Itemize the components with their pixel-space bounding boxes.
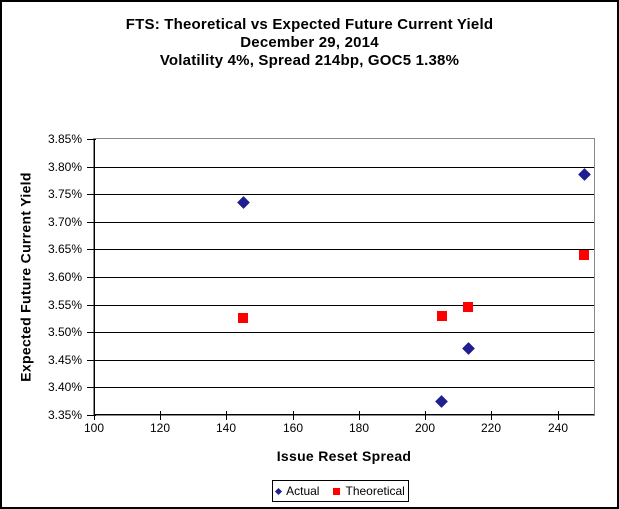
- gridline: [94, 359, 594, 361]
- x-tick-mark: [94, 411, 95, 420]
- x-tick-label: 220: [480, 421, 502, 435]
- x-tick-mark: [359, 411, 360, 420]
- y-tick-label: 3.45%: [47, 353, 82, 367]
- x-tick-label: 180: [348, 421, 370, 435]
- y-tick-mark: [87, 360, 96, 361]
- y-tick-mark: [87, 277, 96, 278]
- x-tick-label: 200: [414, 421, 436, 435]
- x-tick-mark: [491, 411, 492, 420]
- y-tick-mark: [87, 222, 96, 223]
- gridline: [94, 194, 594, 196]
- chart-title-line-3: Volatility 4%, Spread 214bp, GOC5 1.38%: [159, 52, 460, 69]
- x-axis-line: [94, 414, 594, 415]
- x-axis-title: Issue Reset Spread: [276, 448, 412, 464]
- y-tick-label: 3.65%: [47, 242, 82, 256]
- y-tick-mark: [87, 194, 96, 195]
- x-tick-label: 240: [547, 421, 569, 435]
- y-tick-label: 3.60%: [47, 270, 82, 284]
- chart-title-block: FTS: Theoretical vs Expected Future Curr…: [2, 16, 617, 70]
- y-tick-mark: [87, 249, 96, 250]
- y-tick-mark: [87, 167, 96, 168]
- x-tick-label: 100: [83, 421, 105, 435]
- y-tick-mark: [87, 305, 96, 306]
- y-tick-mark: [87, 332, 96, 333]
- x-tick-mark: [293, 411, 294, 420]
- chart-title-line-2: December 29, 2014: [240, 34, 379, 51]
- y-tick-label: 3.40%: [47, 380, 82, 394]
- x-tick-label: 140: [215, 421, 237, 435]
- x-tick-mark: [226, 411, 227, 420]
- gridline: [94, 332, 594, 334]
- y-tick-label: 3.55%: [47, 298, 82, 312]
- y-tick-mark: [87, 387, 96, 388]
- y-tick-label: 3.70%: [47, 215, 82, 229]
- gridline: [94, 166, 594, 168]
- gridline: [94, 277, 594, 278]
- legend-item-actual: Actual: [275, 484, 320, 498]
- gridline: [94, 304, 594, 306]
- diamond-marker-icon: [275, 487, 283, 495]
- y-tick-mark: [87, 415, 96, 416]
- gridline: [94, 221, 594, 223]
- y-tick-label: 3.50%: [47, 325, 82, 339]
- y-tick-mark: [87, 139, 96, 140]
- data-point-theoretical: [463, 302, 473, 312]
- data-point-theoretical: [238, 313, 248, 323]
- gridline: [94, 387, 594, 389]
- gridline: [94, 249, 594, 251]
- x-tick-mark: [160, 411, 161, 420]
- legend: Actual Theoretical: [272, 480, 409, 502]
- square-marker-icon: [333, 487, 341, 495]
- x-tick-label: 160: [282, 421, 304, 435]
- data-point-theoretical: [437, 311, 447, 321]
- data-point-theoretical: [579, 250, 589, 260]
- x-tick-mark: [425, 411, 426, 420]
- chart-title-line-1: FTS: Theoretical vs Expected Future Curr…: [125, 16, 494, 33]
- y-tick-label: 3.35%: [47, 408, 82, 422]
- plot-area: [93, 138, 595, 416]
- y-tick-label: 3.75%: [47, 187, 82, 201]
- legend-item-theoretical: Theoretical: [333, 484, 405, 498]
- x-tick-mark: [558, 411, 559, 420]
- legend-label-actual: Actual: [286, 484, 320, 498]
- y-tick-label: 3.85%: [47, 132, 82, 146]
- legend-label-theoretical: Theoretical: [345, 484, 405, 498]
- y-tick-label: 3.80%: [47, 160, 82, 174]
- x-tick-label: 120: [149, 421, 171, 435]
